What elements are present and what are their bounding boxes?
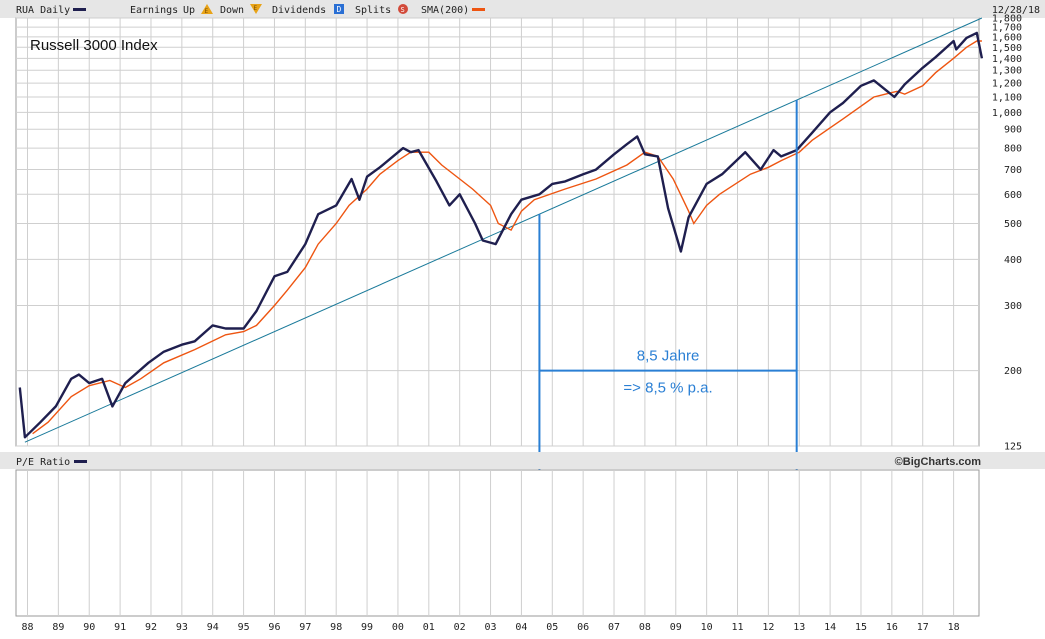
y-tick-label: 700 xyxy=(1004,165,1022,176)
span-label: 8,5 Jahre xyxy=(637,348,700,365)
y-tick-label: 1,400 xyxy=(992,54,1022,65)
splits-icon: S xyxy=(398,4,408,14)
earnings-down-label: Down xyxy=(220,5,244,16)
x-tick-label: 02 xyxy=(454,622,466,633)
x-tick-label: 98 xyxy=(330,622,342,633)
y-tick-label: 1,300 xyxy=(992,66,1022,77)
y-tick-label: 1,000 xyxy=(992,108,1022,119)
y-tick-label: 1,200 xyxy=(992,79,1022,90)
x-tick-label: 14 xyxy=(824,622,836,633)
x-tick-label: 09 xyxy=(670,622,682,633)
x-tick-label: 12 xyxy=(762,622,774,633)
x-tick-label: 13 xyxy=(793,622,805,633)
x-tick-label: 04 xyxy=(515,622,527,633)
series-layer xyxy=(18,17,984,443)
x-tick-label: 97 xyxy=(299,622,311,633)
pe-plot-area xyxy=(15,469,980,617)
x-tick-label: 91 xyxy=(114,622,126,633)
x-tick-label: 15 xyxy=(855,622,867,633)
x-tick-label: 93 xyxy=(176,622,188,633)
earnings-up-icon: E xyxy=(201,4,213,15)
x-tick-label: 99 xyxy=(361,622,373,633)
x-tick-label: 96 xyxy=(268,622,280,633)
y-tick-label: 300 xyxy=(1004,301,1022,312)
dividends-label: Dividends xyxy=(272,5,326,16)
x-tick-label: 95 xyxy=(238,622,250,633)
dividends-glyph: D xyxy=(337,5,342,14)
x-tick-label: 90 xyxy=(83,622,95,633)
splits-label: Splits xyxy=(355,5,391,16)
pe-header-bar xyxy=(0,452,1045,469)
pe-legend-swatch xyxy=(74,460,87,463)
sma-legend-swatch xyxy=(472,8,485,11)
date-label: 12/28/18 xyxy=(992,5,1040,16)
sma-label: SMA(200) xyxy=(421,5,469,16)
bigcharts-credit: ©BigCharts.com xyxy=(895,456,982,468)
earnings-label: Earnings xyxy=(130,5,178,16)
y-tick-label: 1,600 xyxy=(992,32,1022,43)
x-tick-label: 08 xyxy=(639,622,651,633)
earnings-up-glyph: E xyxy=(205,8,209,15)
x-tick-label: 11 xyxy=(731,622,743,633)
x-axis: 88 89 90 91 92 93 94 95 96 97 98 99 00 01 02 03 04 05 06 07… xyxy=(21,622,959,633)
x-tick-label: 89 xyxy=(52,622,64,633)
x-tick-label: 07 xyxy=(608,622,620,633)
x-tick-label: 05 xyxy=(546,622,558,633)
y-tick-label: 800 xyxy=(1004,144,1022,155)
y-tick-label: 200 xyxy=(1004,366,1022,377)
y-tick-label: 125 xyxy=(1004,442,1022,453)
y-tick-label: 900 xyxy=(1004,125,1022,136)
earnings-down-glyph: E xyxy=(254,5,258,12)
price-line xyxy=(18,31,984,439)
y-tick-label: 1,800 xyxy=(992,14,1022,25)
pe-grid xyxy=(27,470,955,616)
x-tick-label: 00 xyxy=(392,622,404,633)
main-grid xyxy=(16,17,979,447)
splits-glyph: S xyxy=(401,6,405,14)
y-tick-label: 1,700 xyxy=(992,23,1022,34)
x-tick-label: 17 xyxy=(917,622,929,633)
symbol-label: RUA Daily xyxy=(16,5,70,16)
x-tick-label: 01 xyxy=(423,622,435,633)
y-tick-label: 1,100 xyxy=(992,93,1022,104)
earnings-down-icon: E xyxy=(250,4,262,14)
y-tick-label: 400 xyxy=(1004,255,1022,266)
dividends-icon: D xyxy=(334,4,344,14)
x-tick-label: 16 xyxy=(886,622,898,633)
pe-label: P/E Ratio xyxy=(16,457,70,468)
price-legend-swatch xyxy=(73,8,86,11)
x-tick-label: 88 xyxy=(21,622,33,633)
y-tick-label: 1,500 xyxy=(992,43,1022,54)
x-tick-label: 10 xyxy=(701,622,713,633)
x-tick-label: 18 xyxy=(948,622,960,633)
earnings-up-label: Up xyxy=(183,5,195,16)
rate-label: => 8,5 % p.a. xyxy=(623,380,712,397)
y-tick-label: 600 xyxy=(1004,190,1022,201)
chart-title: Russell 3000 Index xyxy=(30,37,158,54)
x-tick-label: 92 xyxy=(145,622,157,633)
x-tick-label: 06 xyxy=(577,622,589,633)
x-tick-label: 03 xyxy=(485,622,497,633)
x-tick-label: 94 xyxy=(207,622,219,633)
y-tick-label: 500 xyxy=(1004,219,1022,230)
